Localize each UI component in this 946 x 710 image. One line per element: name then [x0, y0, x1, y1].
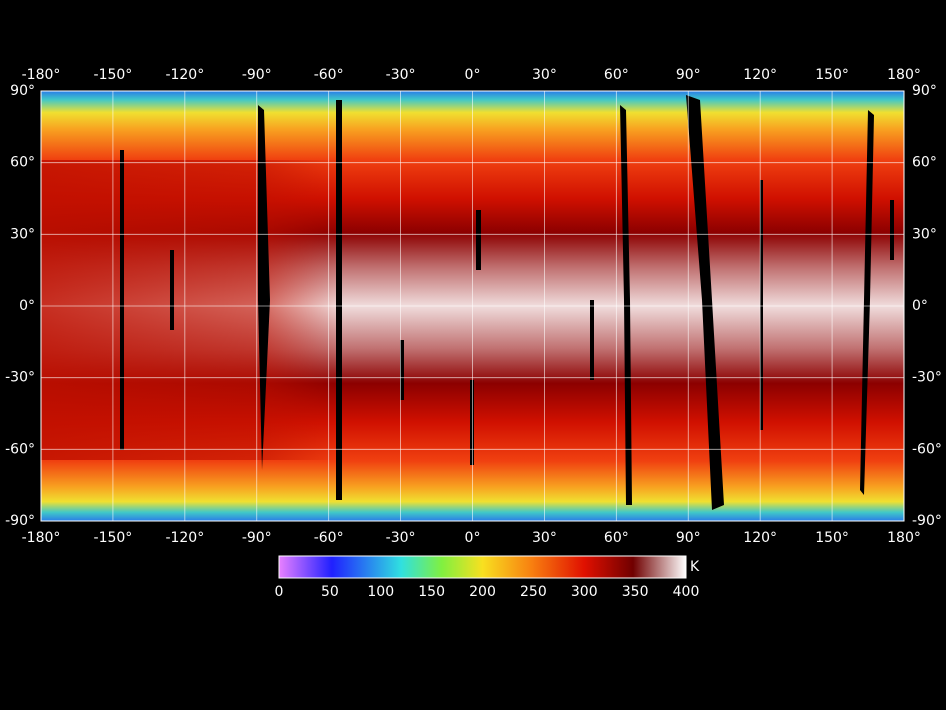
lat-label-left: -90° — [5, 513, 35, 529]
lon-label-bottom: -30° — [386, 530, 416, 546]
lon-label-top: -150° — [94, 67, 133, 83]
lon-label-top: 150° — [815, 67, 849, 83]
lon-label-top: -60° — [314, 67, 344, 83]
lat-label-left: 0° — [19, 298, 35, 314]
lon-label-top: -90° — [242, 67, 272, 83]
lon-label-bottom: 150° — [815, 530, 849, 546]
lon-label-top: -30° — [386, 67, 416, 83]
lon-label-bottom: 30° — [532, 530, 557, 546]
lon-label-top: -180° — [22, 67, 61, 83]
colorbar — [278, 555, 687, 579]
lon-label-top: 30° — [532, 67, 557, 83]
lat-label-right: 0° — [912, 298, 928, 314]
data-gaps — [120, 95, 894, 510]
lat-label-right: 30° — [912, 226, 937, 242]
lat-label-left: -30° — [5, 370, 35, 386]
lon-label-top: 0° — [465, 67, 481, 83]
lat-label-right: 60° — [912, 155, 937, 171]
colorbar-tick-label: 250 — [520, 584, 547, 600]
lon-label-bottom: -180° — [22, 530, 61, 546]
lat-label-left: 30° — [10, 226, 35, 242]
colorbar-tick-label: 0 — [275, 584, 284, 600]
lat-label-left: -60° — [5, 441, 35, 457]
colorbar-tick-label: 350 — [622, 584, 649, 600]
lon-label-top: 180° — [887, 67, 921, 83]
colorbar-tick-label: 50 — [321, 584, 339, 600]
lon-label-bottom: 90° — [676, 530, 701, 546]
lon-label-top: -120° — [165, 67, 204, 83]
map-frame — [40, 90, 905, 522]
lon-label-bottom: 60° — [604, 530, 629, 546]
lat-label-right: -30° — [912, 370, 942, 386]
lat-label-right: -60° — [912, 441, 942, 457]
colorbar-tick-label: 200 — [469, 584, 496, 600]
lon-label-top: 90° — [676, 67, 701, 83]
lon-label-bottom: 0° — [465, 530, 481, 546]
lon-label-bottom: -120° — [165, 530, 204, 546]
lon-label-bottom: 180° — [887, 530, 921, 546]
lat-label-left: 60° — [10, 155, 35, 171]
lon-label-top: 60° — [604, 67, 629, 83]
lon-label-bottom: 120° — [743, 530, 777, 546]
colorbar-tick-label: 150 — [418, 584, 445, 600]
lon-label-bottom: -90° — [242, 530, 272, 546]
lat-label-right: 90° — [912, 83, 937, 99]
lon-label-top: 120° — [743, 67, 777, 83]
lon-label-bottom: -150° — [94, 530, 133, 546]
graticule — [41, 91, 904, 521]
colorbar-tick-label: 100 — [367, 584, 394, 600]
lon-label-bottom: -60° — [314, 530, 344, 546]
lat-label-right: -90° — [912, 513, 942, 529]
lat-label-left: 90° — [10, 83, 35, 99]
colorbar-tick-label: 300 — [571, 584, 598, 600]
colorbar-unit: K — [690, 559, 700, 575]
colorbar-tick-label: 400 — [673, 584, 700, 600]
temperature-map — [41, 91, 904, 521]
